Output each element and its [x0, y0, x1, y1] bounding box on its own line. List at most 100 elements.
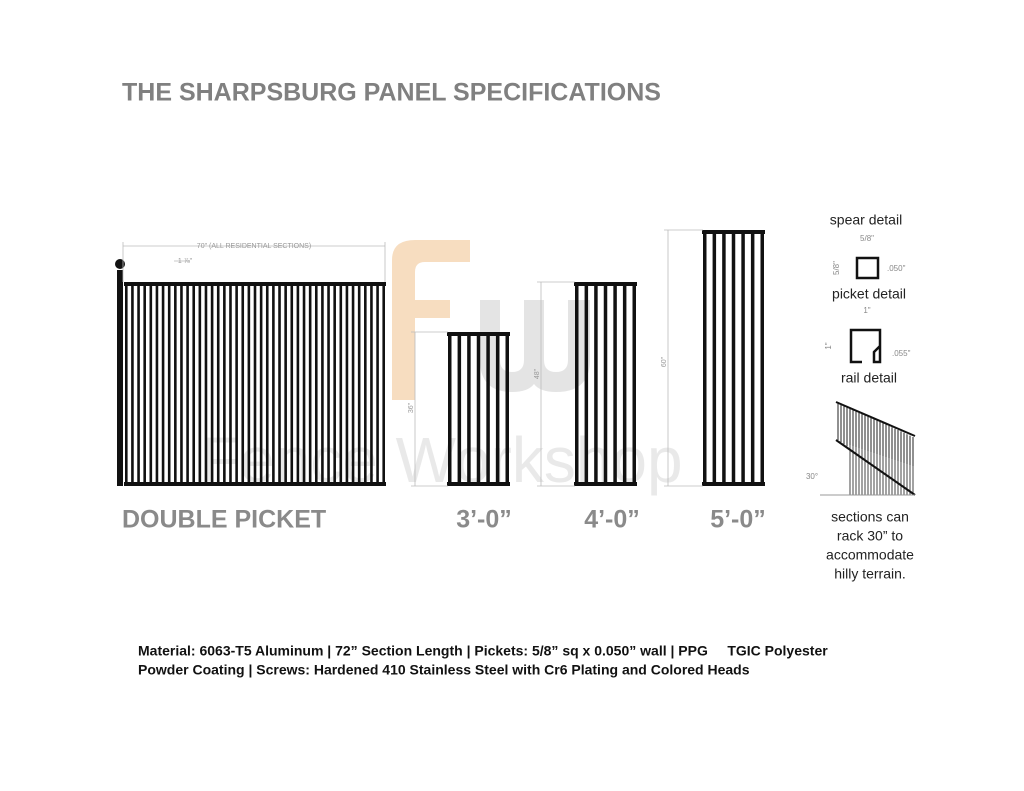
picket: [457, 332, 462, 486]
picket: [161, 282, 165, 486]
dim-label: 5/8": [860, 234, 874, 243]
picket: [476, 332, 481, 486]
logo-w: [480, 300, 590, 392]
picket: [622, 282, 627, 486]
picket: [192, 282, 196, 486]
picket: [210, 282, 214, 486]
top-rail: [574, 282, 637, 286]
picket: [750, 230, 755, 486]
picket: [247, 282, 251, 486]
post: [117, 270, 123, 486]
panel-label: 4’-0”: [584, 506, 640, 534]
picket: [632, 282, 636, 486]
rack-rail: [835, 439, 916, 496]
picket: [731, 230, 736, 486]
picket: [603, 282, 608, 486]
picket: [370, 282, 373, 486]
picket-spacing: 1 ⅞": [178, 258, 193, 265]
bottom-rail: [124, 482, 386, 486]
picket: [155, 282, 159, 486]
rack-rail: [835, 401, 916, 437]
detail-label: rail detail: [841, 370, 897, 386]
picket: [613, 282, 617, 486]
dim-label: 5/8": [832, 261, 841, 275]
footer-line: Powder Coating | Screws: Hardened 410 St…: [138, 662, 750, 678]
picket: [174, 282, 177, 486]
picket: [296, 282, 300, 486]
picket: [448, 332, 452, 486]
picket: [339, 282, 343, 486]
fence-drawings: [115, 229, 765, 487]
picket: [321, 282, 324, 486]
picket: [712, 230, 717, 486]
angle-label: 30°: [806, 472, 818, 481]
detail-label: picket detail: [832, 286, 906, 302]
picket: [180, 282, 183, 486]
picket: [345, 282, 349, 486]
picket: [290, 282, 294, 486]
picket: [314, 282, 318, 486]
height-label: 36": [408, 402, 415, 413]
rack-note: accommodate: [826, 547, 914, 563]
picket: [186, 282, 189, 486]
picket: [760, 230, 764, 486]
picket: [167, 282, 171, 486]
picket: [302, 282, 306, 486]
bottom-rail: [702, 482, 765, 486]
picket: [467, 332, 471, 486]
rail-channel: [849, 328, 882, 364]
picket: [357, 282, 361, 486]
picket: [198, 282, 202, 486]
detail-label: spear detail: [830, 212, 902, 228]
rack-note: sections can: [831, 509, 909, 525]
picket: [505, 332, 509, 486]
square-tube: [855, 256, 880, 280]
picket: [486, 332, 490, 486]
picket: [584, 282, 589, 486]
dim-label: 1": [824, 342, 833, 349]
top-rail: [124, 282, 386, 286]
picket: [241, 282, 245, 486]
picket: [382, 282, 385, 486]
picket: [149, 282, 153, 486]
width-note: 70" (ALL RESIDENTIAL SECTIONS): [197, 243, 311, 250]
picket: [272, 282, 275, 486]
picket: [229, 282, 232, 486]
picket: [351, 282, 355, 486]
picket: [722, 230, 726, 486]
panel-label: 3’-0”: [456, 506, 512, 534]
picket: [327, 282, 330, 486]
picket: [284, 282, 287, 486]
picket: [137, 282, 140, 486]
picket: [594, 282, 598, 486]
picket: [376, 282, 379, 486]
picket: [308, 282, 312, 486]
picket: [235, 282, 238, 486]
picket: [364, 282, 367, 486]
height-label: 48": [534, 368, 541, 379]
dim-label: .050": [887, 264, 906, 273]
picket: [216, 282, 220, 486]
dim-label: 1": [863, 306, 870, 315]
top-rail: [702, 230, 765, 234]
picket: [265, 282, 269, 486]
picket: [131, 282, 134, 486]
bottom-rail: [447, 482, 510, 486]
picket: [223, 282, 226, 486]
picket: [125, 282, 128, 486]
dim-label: .055": [892, 349, 911, 358]
picket: [703, 230, 707, 486]
rack-drawing: [820, 401, 916, 496]
picket: [253, 282, 257, 486]
logo-f: [392, 240, 470, 400]
picket: [741, 230, 745, 486]
title: THE SHARPSBURG PANEL SPECIFICATIONS: [122, 79, 661, 107]
rack-note: hilly terrain.: [834, 566, 906, 582]
height-label: 60": [661, 356, 668, 367]
picket: [575, 282, 579, 486]
footer-line: Material: 6063-T5 Aluminum | 72” Section…: [138, 643, 828, 659]
picket: [333, 282, 336, 486]
picket: [143, 282, 146, 486]
post-cap: [115, 259, 125, 269]
